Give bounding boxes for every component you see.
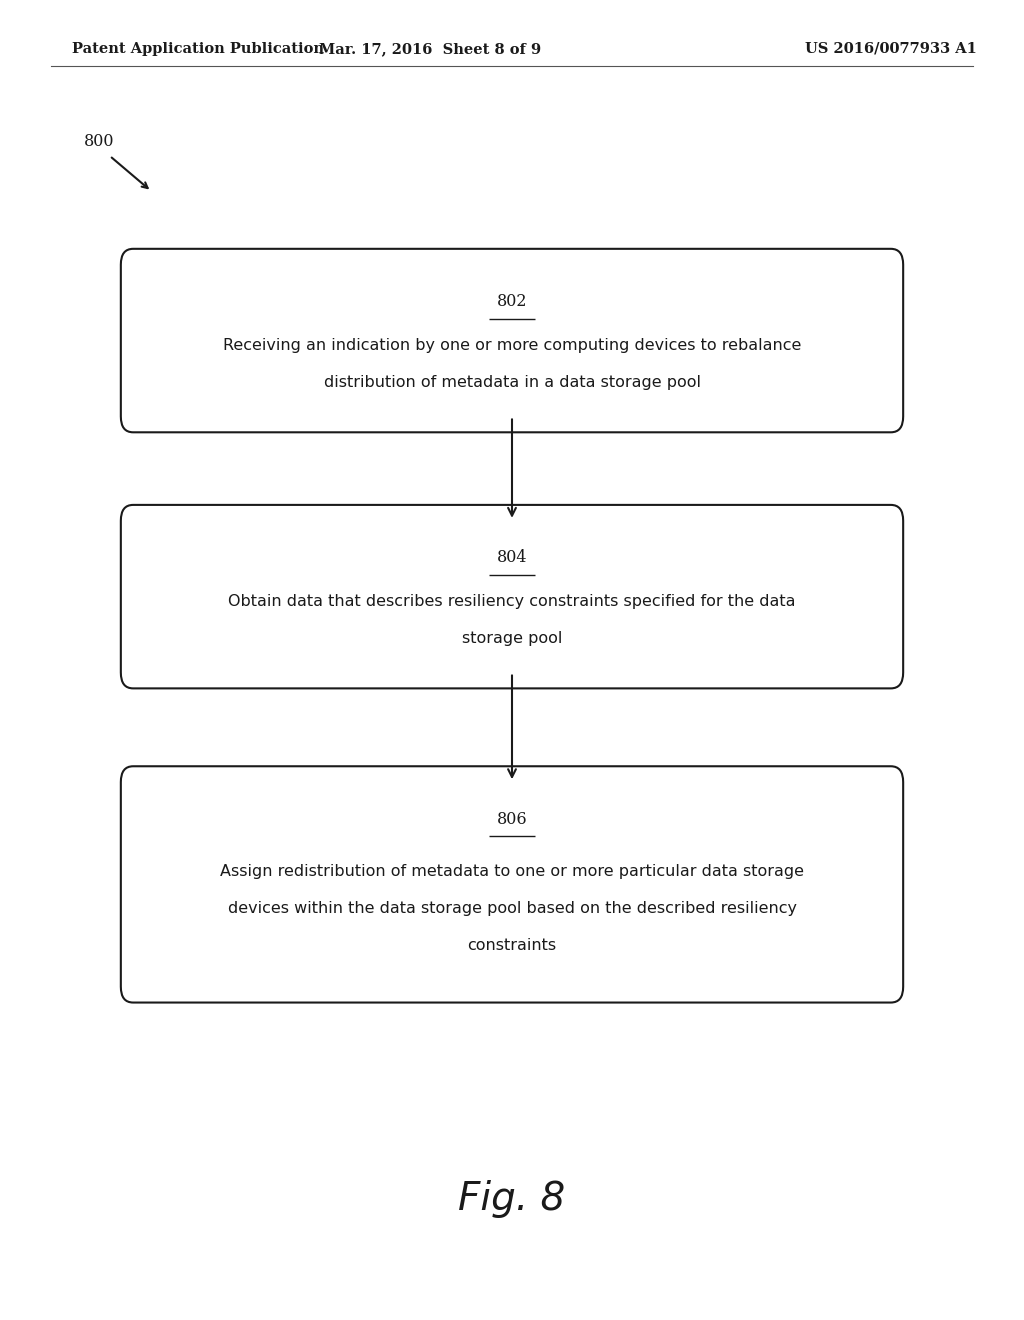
- Text: Mar. 17, 2016  Sheet 8 of 9: Mar. 17, 2016 Sheet 8 of 9: [319, 42, 541, 55]
- FancyBboxPatch shape: [121, 766, 903, 1003]
- Text: 806: 806: [497, 810, 527, 828]
- Text: 802: 802: [497, 293, 527, 310]
- Text: Patent Application Publication: Patent Application Publication: [72, 42, 324, 55]
- Text: Assign redistribution of metadata to one or more particular data storage: Assign redistribution of metadata to one…: [220, 863, 804, 879]
- Text: US 2016/0077933 A1: US 2016/0077933 A1: [805, 42, 977, 55]
- Text: Obtain data that describes resiliency constraints specified for the data: Obtain data that describes resiliency co…: [228, 594, 796, 610]
- Text: 800: 800: [84, 133, 115, 149]
- Text: storage pool: storage pool: [462, 631, 562, 647]
- Text: constraints: constraints: [467, 937, 557, 953]
- Text: Fig. 8: Fig. 8: [459, 1180, 565, 1217]
- Text: 804: 804: [497, 549, 527, 566]
- Text: distribution of metadata in a data storage pool: distribution of metadata in a data stora…: [324, 375, 700, 391]
- FancyBboxPatch shape: [121, 248, 903, 433]
- Text: devices within the data storage pool based on the described resiliency: devices within the data storage pool bas…: [227, 900, 797, 916]
- Text: Receiving an indication by one or more computing devices to rebalance: Receiving an indication by one or more c…: [223, 338, 801, 354]
- FancyBboxPatch shape: [121, 504, 903, 689]
